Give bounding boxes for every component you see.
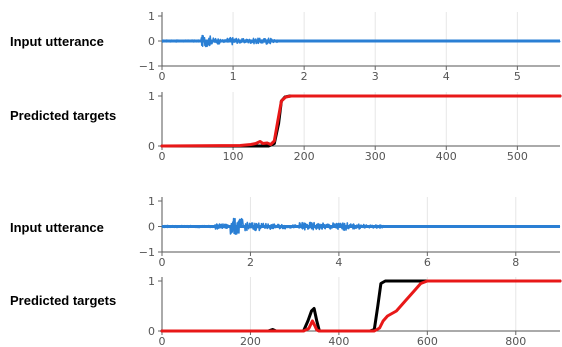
y-tick-label: 0 [148, 325, 155, 338]
prediction-line-red [160, 279, 562, 333]
panel-input-utterance-1: −1 0 1 0 1 2 3 4 5 [139, 10, 561, 83]
x-tick-label: 600 [417, 335, 438, 347]
x-tick-label: 5 [514, 70, 521, 83]
panel-predicted-targets-1: 0 1 0 100 200 300 400 500 [148, 90, 562, 163]
x-tick-label: 0 [159, 256, 166, 269]
target-line-black [160, 279, 562, 333]
y-tick-label: 0 [148, 140, 155, 153]
x-tick-label: 0 [159, 150, 166, 163]
x-tick-label: 400 [328, 335, 349, 347]
x-tick-label: 4 [443, 70, 450, 83]
x-tick-label: 2 [301, 70, 308, 83]
x-tick-label: 6 [424, 256, 431, 269]
row-label-1: Input utterance [10, 34, 104, 49]
y-tick-label: −1 [139, 246, 155, 259]
x-tick-label: 100 [223, 150, 244, 163]
y-tick-label: 1 [148, 10, 155, 23]
x-tick-label: 300 [365, 150, 386, 163]
x-tick-label: 800 [505, 335, 526, 347]
row-label-2: Predicted targets [10, 108, 116, 123]
x-tick-label: 400 [436, 150, 457, 163]
y-tick-label: 1 [148, 275, 155, 288]
x-tick-label: 4 [335, 256, 342, 269]
y-tick-label: 1 [148, 90, 155, 103]
x-tick-label: 200 [240, 335, 261, 347]
panel-predicted-targets-2: 0 1 0 200 400 600 800 [148, 275, 562, 347]
x-tick-label: 500 [507, 150, 528, 163]
x-tick-label: 3 [372, 70, 379, 83]
panel-input-utterance-2: −1 0 1 0 2 4 6 8 [139, 195, 561, 269]
x-tick-label: 200 [294, 150, 315, 163]
prediction-line-red [160, 94, 562, 148]
x-tick-label: 1 [230, 70, 237, 83]
y-tick-label: 1 [148, 195, 155, 208]
x-tick-label: 2 [247, 256, 254, 269]
x-tick-label: 0 [159, 335, 166, 347]
x-tick-label: 8 [512, 256, 519, 269]
x-tick-label: 0 [159, 70, 166, 83]
y-tick-label: −1 [139, 60, 155, 73]
row-label-4: Predicted targets [10, 293, 116, 308]
target-line-black [160, 94, 562, 148]
y-tick-label: 0 [148, 35, 155, 48]
row-label-3: Input utterance [10, 220, 104, 235]
y-tick-label: 0 [148, 221, 155, 234]
